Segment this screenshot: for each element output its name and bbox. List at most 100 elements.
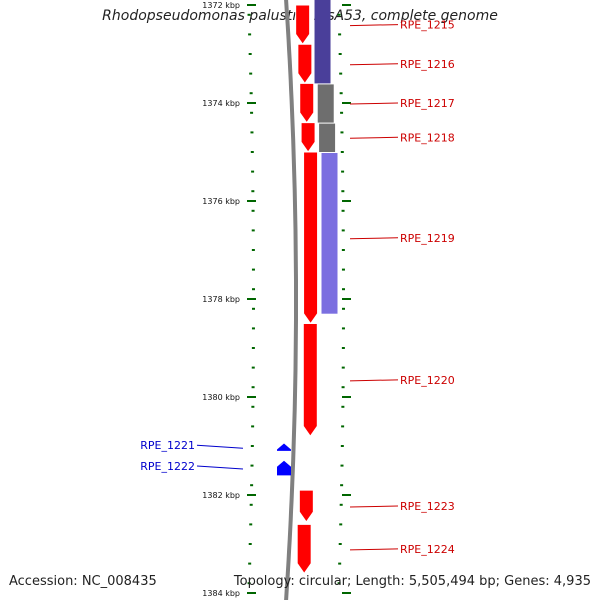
gene-label-RPE_1220: RPE_1220 xyxy=(400,374,455,387)
major-tick-1380 xyxy=(247,396,256,398)
major-tick-right-1378 xyxy=(342,298,351,300)
major-tick-1382 xyxy=(247,494,256,496)
minor-tick-left xyxy=(251,386,255,389)
minor-tick-left xyxy=(248,53,252,55)
minor-tick-left xyxy=(249,72,253,75)
tick-label-1382: 1382 kbp xyxy=(202,491,240,500)
major-tick-right-1372 xyxy=(342,4,351,6)
minor-tick-left xyxy=(251,268,255,271)
tick-label-1380: 1380 kbp xyxy=(202,393,240,402)
minor-tick-left xyxy=(251,190,255,193)
gene-RPE_1218 xyxy=(300,122,316,153)
cds-segment-1 xyxy=(314,0,331,84)
gene-label-RPE_1221: RPE_1221 xyxy=(140,439,195,452)
minor-tick-left xyxy=(251,170,255,173)
minor-tick-left xyxy=(250,151,254,153)
minor-tick-left xyxy=(250,111,254,114)
gene-RPE_1224 xyxy=(296,523,312,575)
minor-tick-right xyxy=(341,190,345,193)
minor-tick-left xyxy=(247,13,251,16)
minor-tick-left xyxy=(251,307,255,310)
gene-label-RPE_1223: RPE_1223 xyxy=(400,500,455,513)
gene-RPE_1215 xyxy=(295,4,311,46)
minor-tick-left xyxy=(247,582,251,585)
tick-label-1378: 1378 kbp xyxy=(202,295,240,304)
leader-RPE_1215 xyxy=(349,24,399,27)
minor-tick-left xyxy=(251,229,255,232)
gene-label-RPE_1219: RPE_1219 xyxy=(400,232,455,245)
minor-tick-left xyxy=(249,523,253,526)
minor-tick-right xyxy=(340,111,344,114)
minor-tick-left xyxy=(251,209,255,212)
accession-text: Accession: NC_008435 xyxy=(9,574,157,589)
minor-tick-left xyxy=(251,425,255,428)
minor-tick-left xyxy=(248,562,252,565)
gene-label-RPE_1224: RPE_1224 xyxy=(400,543,455,556)
major-tick-1372 xyxy=(247,4,256,6)
major-tick-1378 xyxy=(247,298,256,300)
minor-tick-left xyxy=(251,249,255,251)
minor-tick-left xyxy=(251,405,255,408)
minor-tick-left xyxy=(251,327,255,330)
minor-tick-right xyxy=(340,484,344,487)
genome-info-text: Topology: circular; Length: 5,505,494 bp… xyxy=(233,574,591,589)
minor-tick-left xyxy=(251,347,255,349)
major-tick-right-1384 xyxy=(342,592,351,594)
major-tick-right-1380 xyxy=(342,396,351,398)
minor-tick-right xyxy=(339,503,343,506)
major-tick-1384 xyxy=(247,592,256,594)
minor-tick-right xyxy=(339,523,343,526)
minor-tick-left xyxy=(250,131,254,134)
gene-label-RPE_1222: RPE_1222 xyxy=(140,460,195,473)
minor-tick-left xyxy=(248,543,252,545)
minor-tick-right xyxy=(341,327,345,330)
backbone-line xyxy=(284,0,298,600)
major-tick-right-1376 xyxy=(342,200,351,202)
tick-label-1374: 1374 kbp xyxy=(202,99,240,108)
minor-tick-right xyxy=(339,72,343,75)
minor-tick-right xyxy=(341,209,345,212)
gene-RPE_1219 xyxy=(303,151,319,325)
gene-RPE_1216 xyxy=(297,43,313,85)
leader-RPE_1219 xyxy=(349,237,399,240)
minor-tick-left xyxy=(250,445,254,447)
minor-tick-right xyxy=(340,131,344,134)
gene-label-RPE_1216: RPE_1216 xyxy=(400,58,455,71)
minor-tick-right xyxy=(338,543,342,545)
minor-tick-right xyxy=(340,464,344,467)
minor-tick-right xyxy=(341,307,345,310)
minor-tick-right xyxy=(341,405,345,408)
minor-tick-left xyxy=(248,33,252,36)
minor-tick-left xyxy=(250,464,254,467)
minor-tick-right xyxy=(337,13,341,16)
gene-RPE_1222 xyxy=(277,460,291,476)
gene-track-layer xyxy=(277,4,319,575)
cds-track-layer xyxy=(314,0,338,314)
minor-tick-right xyxy=(341,288,345,291)
minor-tick-right xyxy=(341,386,345,389)
cds-segment-4 xyxy=(321,153,338,314)
cds-segment-2 xyxy=(317,84,334,123)
gene-RPE_1221 xyxy=(277,443,291,451)
gene-label-layer: RPE_1215 RPE_1216 RPE_1217 RPE_1218 RPE_1219… xyxy=(140,19,454,556)
minor-tick-right xyxy=(338,33,342,36)
gene-label-RPE_1218: RPE_1218 xyxy=(400,131,455,144)
minor-tick-right xyxy=(341,249,345,251)
minor-tick-left xyxy=(250,484,254,487)
leader-RPE_1223 xyxy=(349,505,399,508)
leader-RPE_1216 xyxy=(349,63,399,66)
cds-segment-3 xyxy=(319,123,336,152)
minor-tick-right xyxy=(341,170,345,173)
minor-tick-right xyxy=(337,582,341,585)
minor-tick-right xyxy=(339,92,343,95)
leader-RPE_1218 xyxy=(349,136,399,139)
minor-tick-left xyxy=(251,288,255,291)
minor-tick-left xyxy=(249,503,253,506)
minor-tick-right xyxy=(341,425,345,428)
leader-RPE_1221 xyxy=(196,444,244,449)
minor-tick-right xyxy=(341,366,345,369)
minor-tick-right xyxy=(338,562,342,565)
tick-layer: 1372 kbp 1374 kbp 1376 kbp 1378 kbp 1380 kbp… xyxy=(202,1,351,598)
tick-label-1376: 1376 kbp xyxy=(202,197,240,206)
